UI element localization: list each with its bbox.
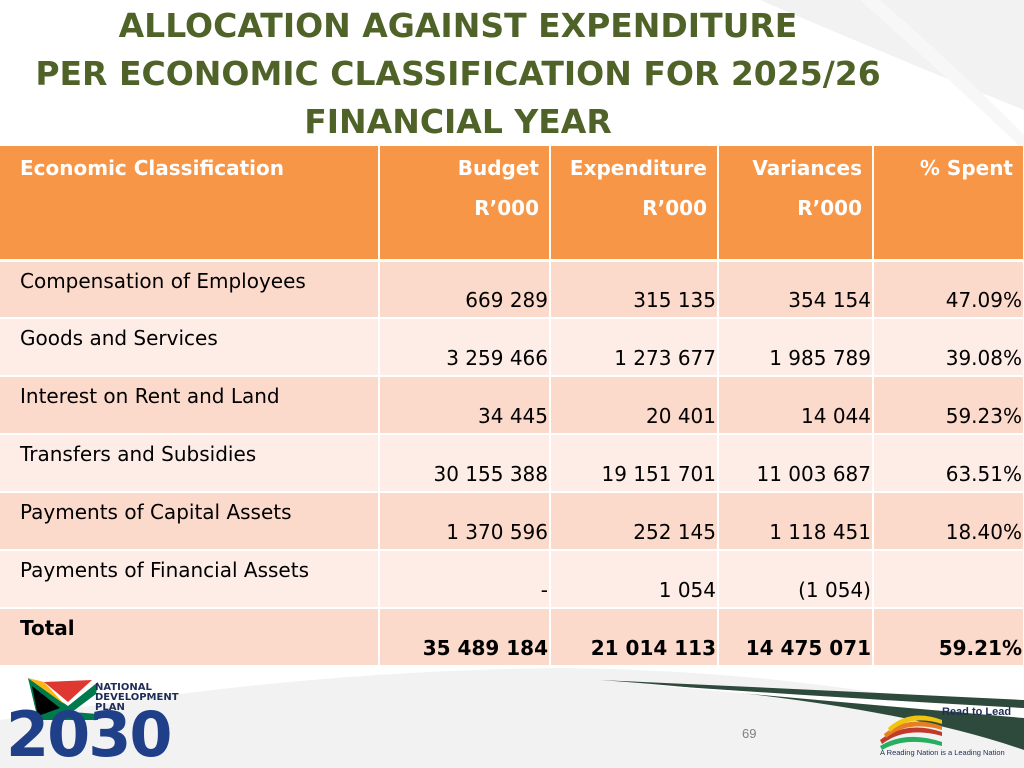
row-expenditure: 1 054 — [550, 550, 719, 609]
table-total-row: Total 35 489 184 21 014 113 14 475 071 5… — [0, 608, 1024, 667]
row-percent-spent: 59.23% — [873, 376, 1024, 435]
row-budget: 30 155 388 — [379, 434, 551, 493]
row-expenditure: 19 151 701 — [550, 434, 719, 493]
read-to-lead-title: Read to Lead — [942, 706, 1012, 718]
row-variance: 11 003 687 — [718, 434, 874, 493]
table-row: Goods and Services 3 259 466 1 273 677 1… — [0, 318, 1024, 377]
row-budget: - — [379, 550, 551, 609]
slide-title: ALLOCATION AGAINST EXPENDITURE PER ECONO… — [0, 2, 916, 146]
row-label: Transfers and Subsidies — [0, 434, 380, 493]
row-label: Payments of Financial Assets — [0, 550, 380, 609]
table-row: Interest on Rent and Land 34 445 20 401 … — [0, 376, 1024, 435]
row-label: Compensation of Employees — [0, 260, 380, 319]
row-percent-spent: 39.08% — [873, 318, 1024, 377]
row-budget: 1 370 596 — [379, 492, 551, 551]
title-line-3: FINANCIAL YEAR — [304, 102, 612, 141]
row-budget: 34 445 — [379, 376, 551, 435]
total-variance: 14 475 071 — [718, 608, 874, 667]
ndp-year: 2030 — [6, 698, 173, 768]
row-budget: 669 289 — [379, 260, 551, 319]
table-row: Transfers and Subsidies 30 155 388 19 15… — [0, 434, 1024, 493]
row-variance: 354 154 — [718, 260, 874, 319]
table-header-row: Economic Classification Budget R’000 Exp… — [0, 146, 1024, 262]
read-to-lead-tagline: A Reading Nation is a Leading Nation — [880, 748, 1005, 757]
header-classification: Economic Classification — [0, 146, 380, 262]
ndp-logo-text: NATIONAL DEVELOPMENT PLAN — [95, 682, 179, 713]
row-variance: 1 985 789 — [718, 318, 874, 377]
expenditure-table: Economic Classification Budget R’000 Exp… — [0, 146, 1024, 667]
row-variance: (1 054) — [718, 550, 874, 609]
header-expenditure: Expenditure R’000 — [550, 146, 719, 262]
row-label: Payments of Capital Assets — [0, 492, 380, 551]
total-expenditure: 21 014 113 — [550, 608, 719, 667]
header-budget: Budget R’000 — [379, 146, 551, 262]
page-number: 69 — [742, 726, 757, 741]
row-label: Goods and Services — [0, 318, 380, 377]
total-budget: 35 489 184 — [379, 608, 551, 667]
title-line-2: PER ECONOMIC CLASSIFICATION FOR 2025/26 — [35, 54, 881, 93]
footer-swoosh-decoration — [0, 668, 1024, 768]
table-row: Payments of Financial Assets - 1 054 (1 … — [0, 550, 1024, 609]
header-variances: Variances R’000 — [718, 146, 874, 262]
row-variance: 1 118 451 — [718, 492, 874, 551]
table-row: Payments of Capital Assets 1 370 596 252… — [0, 492, 1024, 551]
row-label: Interest on Rent and Land — [0, 376, 380, 435]
total-percent-spent: 59.21% — [873, 608, 1024, 667]
row-expenditure: 20 401 — [550, 376, 719, 435]
row-percent-spent: 47.09% — [873, 260, 1024, 319]
row-expenditure: 315 135 — [550, 260, 719, 319]
row-percent-spent: 63.51% — [873, 434, 1024, 493]
row-budget: 3 259 466 — [379, 318, 551, 377]
row-expenditure: 1 273 677 — [550, 318, 719, 377]
row-percent-spent: 18.40% — [873, 492, 1024, 551]
total-label: Total — [0, 608, 380, 667]
table-row: Compensation of Employees 669 289 315 13… — [0, 260, 1024, 319]
header-swoosh-decoration — [760, 0, 1024, 150]
row-expenditure: 252 145 — [550, 492, 719, 551]
row-variance: 14 044 — [718, 376, 874, 435]
title-line-1: ALLOCATION AGAINST EXPENDITURE — [118, 6, 798, 45]
row-percent-spent — [873, 550, 1024, 609]
read-to-lead-book-icon — [880, 715, 942, 750]
ndp-flag-icon — [28, 678, 98, 720]
header-percent-spent: % Spent — [873, 146, 1024, 262]
